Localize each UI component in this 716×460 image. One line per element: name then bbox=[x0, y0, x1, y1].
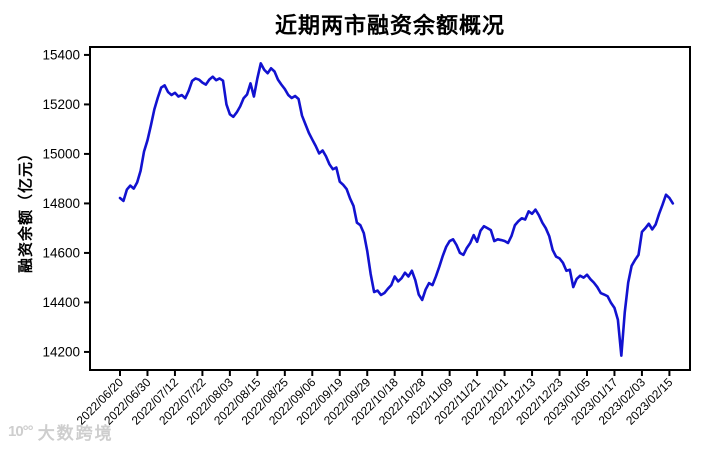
y-tick-label: 14600 bbox=[42, 246, 80, 261]
y-tick-label: 14200 bbox=[42, 345, 80, 360]
y-tick-label: 15000 bbox=[42, 147, 80, 162]
watermark-text: 大数跨境 bbox=[37, 424, 114, 443]
plot-frame bbox=[89, 46, 691, 371]
watermark-logo-icon: 10°° bbox=[8, 423, 34, 440]
chart-title: 近期两市融资余额概况 bbox=[274, 13, 505, 38]
y-tick-label: 14800 bbox=[42, 196, 80, 211]
y-tick-label: 15200 bbox=[42, 97, 80, 112]
y-tick-label: 15400 bbox=[42, 48, 80, 63]
y-tick-label: 14400 bbox=[42, 295, 80, 310]
watermark: 10°° 大数跨境 bbox=[8, 419, 114, 444]
balance-line-series bbox=[118, 62, 675, 357]
